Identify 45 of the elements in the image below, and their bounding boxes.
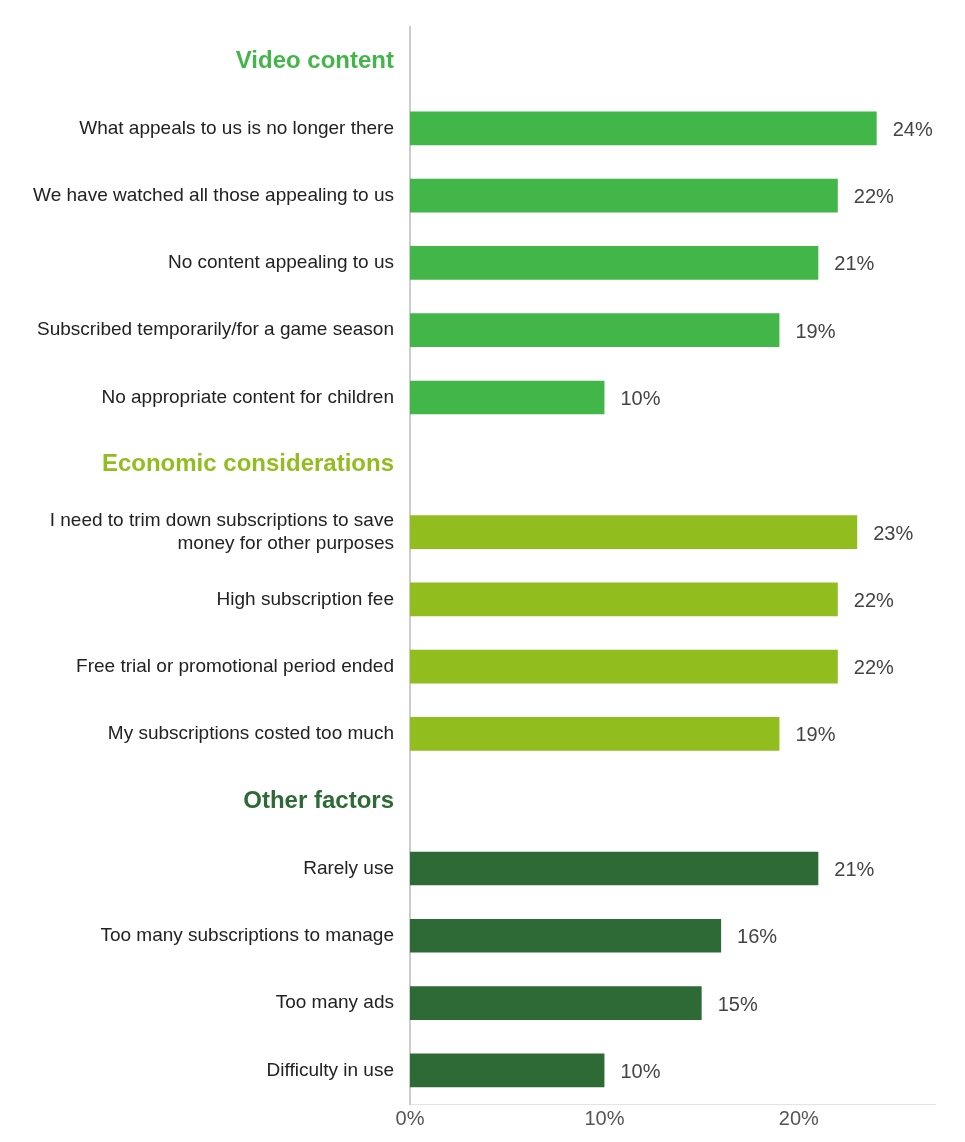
bar (410, 1053, 605, 1088)
bar (410, 313, 780, 348)
y-tick-label: No appropriate content for children (101, 385, 394, 407)
bar (410, 918, 722, 953)
y-tick-label: Too many ads (275, 991, 394, 1013)
x-tick-label: 10% (584, 1106, 625, 1129)
y-tick-label: What appeals to us is no longer there (79, 116, 394, 138)
data-label: 10% (620, 1059, 661, 1082)
bar (410, 582, 838, 617)
y-tick-label: No content appealing to us (167, 251, 394, 273)
y-tick-label: High subscription fee (216, 587, 394, 609)
data-label: 15% (717, 992, 758, 1015)
bar (410, 515, 858, 549)
bar (410, 649, 838, 684)
series-label: Economic considerations (101, 449, 394, 477)
series-label: Other factors (243, 785, 394, 813)
data-label: 21% (834, 252, 875, 275)
y-tick-label: My subscriptions costed too much (107, 722, 394, 744)
data-label: 10% (620, 387, 661, 409)
y-tick-label: I need to trim down subscriptions to save money for other purposes (49, 508, 394, 553)
y-tick-label: Rarely use (303, 856, 394, 878)
bar (410, 178, 838, 213)
data-label: 19% (795, 723, 836, 746)
bar (410, 717, 780, 751)
data-label: 22% (853, 588, 895, 611)
data-label: 21% (834, 858, 875, 881)
data-label: 16% (737, 925, 778, 948)
series-label: Video content (235, 45, 394, 73)
bar (410, 851, 819, 886)
y-tick-label: Subscribed temporarily/for a game season (37, 318, 394, 340)
bar (410, 111, 877, 146)
data-label: 24% (892, 117, 933, 140)
bar (410, 380, 605, 415)
data-label: 19% (795, 319, 836, 342)
bar (410, 246, 819, 280)
y-tick-label: We have watched all those appealing to us (33, 183, 394, 205)
bar (410, 986, 702, 1020)
y-tick-label: Too many subscriptions to manage (100, 924, 394, 946)
y-tick-label: Difficulty in use (266, 1058, 394, 1080)
data-label: 22% (853, 656, 895, 679)
data-label: 22% (853, 185, 895, 208)
x-tick-label: 0% (395, 1106, 425, 1129)
y-tick-label: Free trial or promotional period ended (76, 654, 394, 676)
data-label: 23% (873, 521, 914, 544)
x-tick-label: 20% (778, 1106, 820, 1129)
